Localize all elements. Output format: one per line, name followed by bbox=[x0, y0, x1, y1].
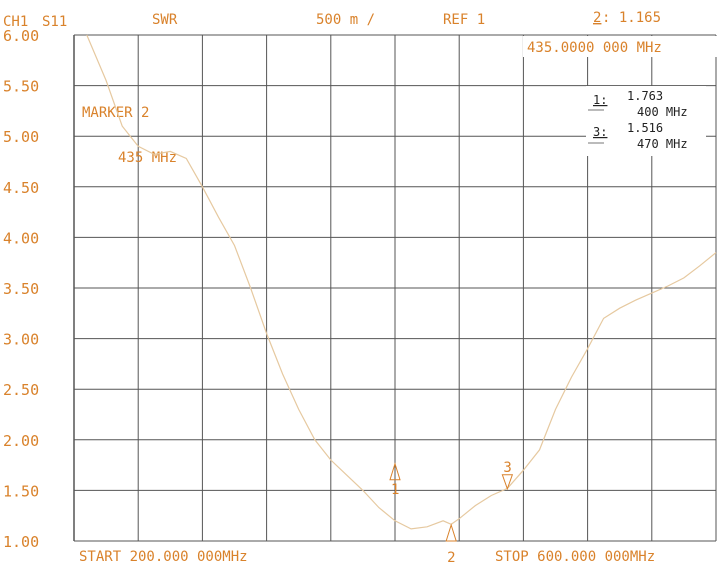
marker-2-triangle bbox=[445, 523, 457, 542]
y-tick-label: 6.00 bbox=[3, 27, 39, 45]
marker-group: 1 2 3 bbox=[389, 460, 514, 565]
y-tick-label: 2.50 bbox=[3, 381, 39, 399]
y-tick-label: 5.00 bbox=[3, 128, 39, 146]
active-marker-value: : 1.165 bbox=[602, 10, 661, 26]
swr-trace-line bbox=[86, 34, 717, 530]
y-tick-label: 4.00 bbox=[3, 229, 39, 247]
stop-frequency: STOP 600.000 000MHz bbox=[495, 549, 655, 565]
marker-1-label: 1: bbox=[593, 93, 607, 107]
marker-annotation-freq: 435 MHz bbox=[118, 150, 177, 166]
active-marker-number: 2 bbox=[593, 10, 601, 26]
y-tick-labels: 6.00 5.50 5.00 4.50 4.00 3.50 3.00 2.50 2.00 1.50… bbox=[3, 27, 39, 551]
marker-3-value: 1.516 bbox=[627, 121, 663, 135]
scale-label: 500 m / bbox=[316, 12, 375, 28]
y-tick-label: 1.50 bbox=[3, 482, 39, 500]
plot-grid bbox=[73, 34, 717, 542]
marker-2-label: 2 bbox=[447, 550, 455, 565]
marker-panel bbox=[586, 86, 706, 156]
param-label: S11 bbox=[42, 14, 67, 30]
marker-1-value: 1.763 bbox=[627, 89, 663, 103]
y-tick-label: 4.50 bbox=[3, 179, 39, 197]
ref-label: REF 1 bbox=[443, 12, 485, 28]
format-label: SWR bbox=[152, 12, 178, 28]
y-tick-label: 3.00 bbox=[3, 331, 39, 349]
marker-1-freq: 400 MHz bbox=[637, 105, 688, 119]
start-frequency: START 200.000 000MHz bbox=[79, 549, 248, 565]
channel-label: CH1 bbox=[3, 14, 28, 30]
marker-1-label: 1 bbox=[391, 482, 399, 498]
active-marker-freq: 435.0000 000 MHz bbox=[527, 40, 662, 56]
marker-3-label: 3 bbox=[503, 460, 511, 476]
active-marker-freq-box bbox=[523, 36, 719, 57]
marker-3-label: 3: bbox=[593, 125, 607, 139]
marker-1-triangle bbox=[389, 462, 401, 481]
marker-annotation-title: MARKER 2 bbox=[82, 105, 149, 121]
y-tick-label: 5.50 bbox=[3, 78, 39, 96]
marker-3-triangle bbox=[501, 474, 514, 491]
y-tick-label: 3.50 bbox=[3, 280, 39, 298]
y-tick-label: 2.00 bbox=[3, 432, 39, 450]
y-tick-label: 1.00 bbox=[3, 533, 39, 551]
marker-3-freq: 470 MHz bbox=[637, 137, 688, 151]
